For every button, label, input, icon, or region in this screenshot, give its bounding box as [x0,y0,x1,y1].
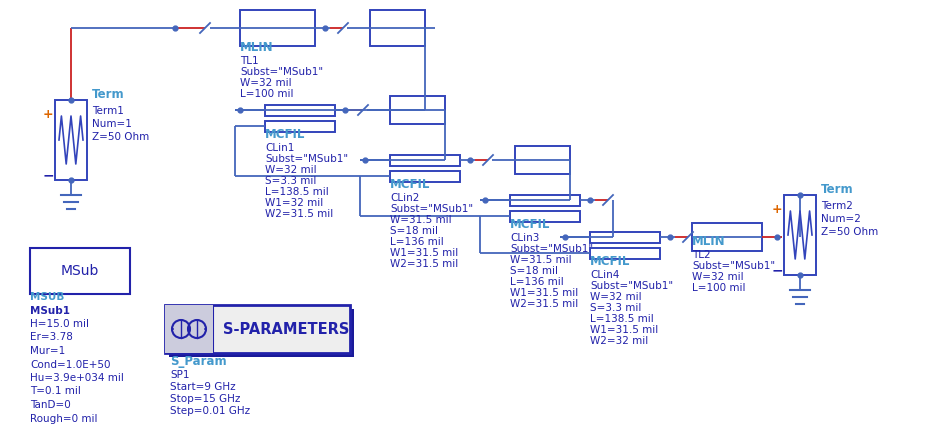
Text: Z=50 Ohm: Z=50 Ohm [821,227,878,237]
Text: −: − [772,263,784,277]
Text: MSUB: MSUB [30,292,65,302]
Text: MSub1: MSub1 [30,306,70,316]
Text: Term: Term [821,183,854,196]
Text: −: − [43,168,54,182]
Text: S=3.3 mil: S=3.3 mil [265,176,316,186]
Text: W1=31.5 mil: W1=31.5 mil [590,325,658,335]
Text: S=18 mil: S=18 mil [390,226,438,236]
Text: W=32 mil: W=32 mil [265,165,316,175]
Bar [784,195,816,275]
Text: S_Param: S_Param [170,355,227,368]
Bar [240,10,315,46]
Text: Term1: Term1 [92,106,124,116]
Text: H=15.0 mil: H=15.0 mil [30,319,89,329]
Bar [510,195,580,206]
Text: Num=1: Num=1 [92,119,132,129]
Bar [30,248,130,294]
Bar [165,305,213,353]
Bar [692,223,762,251]
Bar [370,10,425,46]
Text: Subst="MSub1": Subst="MSub1" [240,67,323,77]
Bar [390,155,460,166]
Bar [390,96,445,124]
Text: Subst="MSub1": Subst="MSub1" [590,281,674,291]
Text: L=136 mil: L=136 mil [510,277,563,287]
Text: MLIN: MLIN [240,41,274,54]
Text: W2=31.5 mil: W2=31.5 mil [265,209,333,219]
Text: W=32 mil: W=32 mil [692,272,744,282]
Bar [165,305,350,353]
Text: Step=0.01 GHz: Step=0.01 GHz [170,406,250,416]
Text: L=138.5 mil: L=138.5 mil [590,314,654,324]
Text: TanD=0: TanD=0 [30,400,70,410]
Text: Hu=3.9e+034 mil: Hu=3.9e+034 mil [30,373,124,383]
Text: L=100 mil: L=100 mil [692,283,746,293]
Text: +: + [772,203,783,216]
Text: MCFIL: MCFIL [510,218,550,231]
Text: L=136 mil: L=136 mil [390,237,444,247]
Text: MCFIL: MCFIL [590,255,631,268]
Text: W=31.5 mil: W=31.5 mil [390,215,451,225]
Text: TL2: TL2 [692,250,711,260]
Text: Term: Term [92,88,124,101]
Text: S=18 mil: S=18 mil [510,266,558,276]
Text: Term2: Term2 [821,201,853,211]
Bar [169,309,354,357]
Text: Er=3.78: Er=3.78 [30,333,73,343]
Bar [390,171,460,182]
Text: +: + [43,108,53,121]
Text: CLin4: CLin4 [590,270,619,280]
Text: W=32 mil: W=32 mil [590,292,641,302]
Text: CLin3: CLin3 [510,233,540,243]
Text: TL1: TL1 [240,56,258,66]
Text: W2=31.5 mil: W2=31.5 mil [390,259,458,269]
Text: W1=31.5 mil: W1=31.5 mil [390,248,458,258]
Text: L=100 mil: L=100 mil [240,89,294,99]
Text: T=0.1 mil: T=0.1 mil [30,387,81,397]
Text: Stop=15 GHz: Stop=15 GHz [170,394,240,404]
Text: Z=50 Ohm: Z=50 Ohm [92,132,149,142]
Bar [590,248,660,259]
Bar [265,121,335,132]
Text: Rough=0 mil: Rough=0 mil [30,414,98,423]
Bar [510,211,580,222]
Text: W=32 mil: W=32 mil [240,78,292,88]
Text: W2=32 mil: W2=32 mil [590,336,648,346]
Text: S=3.3 mil: S=3.3 mil [590,303,641,313]
Bar [515,146,570,174]
Text: W1=32 mil: W1=32 mil [265,198,323,208]
Text: MCFIL: MCFIL [390,178,430,191]
Bar [55,100,87,180]
Text: W1=31.5 mil: W1=31.5 mil [510,288,579,298]
Text: S-PARAMETERS: S-PARAMETERS [223,321,350,336]
Text: MLIN: MLIN [692,235,726,248]
Text: CLin2: CLin2 [390,193,419,203]
Text: Cond=1.0E+50: Cond=1.0E+50 [30,359,110,369]
Text: Subst="MSub1": Subst="MSub1" [265,154,348,164]
Text: MCFIL: MCFIL [265,128,305,141]
Text: Start=9 GHz: Start=9 GHz [170,382,236,392]
Text: L=138.5 mil: L=138.5 mil [265,187,329,197]
Text: Subst="MSub1": Subst="MSub1" [692,261,775,271]
Text: Subst="MSub1": Subst="MSub1" [390,204,473,214]
Bar [265,105,335,116]
Text: CLin1: CLin1 [265,143,294,153]
Text: SP1: SP1 [170,370,189,380]
Text: Subst="MSub1": Subst="MSub1" [510,244,593,254]
Text: W2=31.5 mil: W2=31.5 mil [510,299,579,309]
Text: MSub: MSub [61,264,99,278]
Text: Num=2: Num=2 [821,214,861,224]
Bar [590,232,660,243]
Text: Mur=1: Mur=1 [30,346,66,356]
Text: W=31.5 mil: W=31.5 mil [510,255,572,265]
